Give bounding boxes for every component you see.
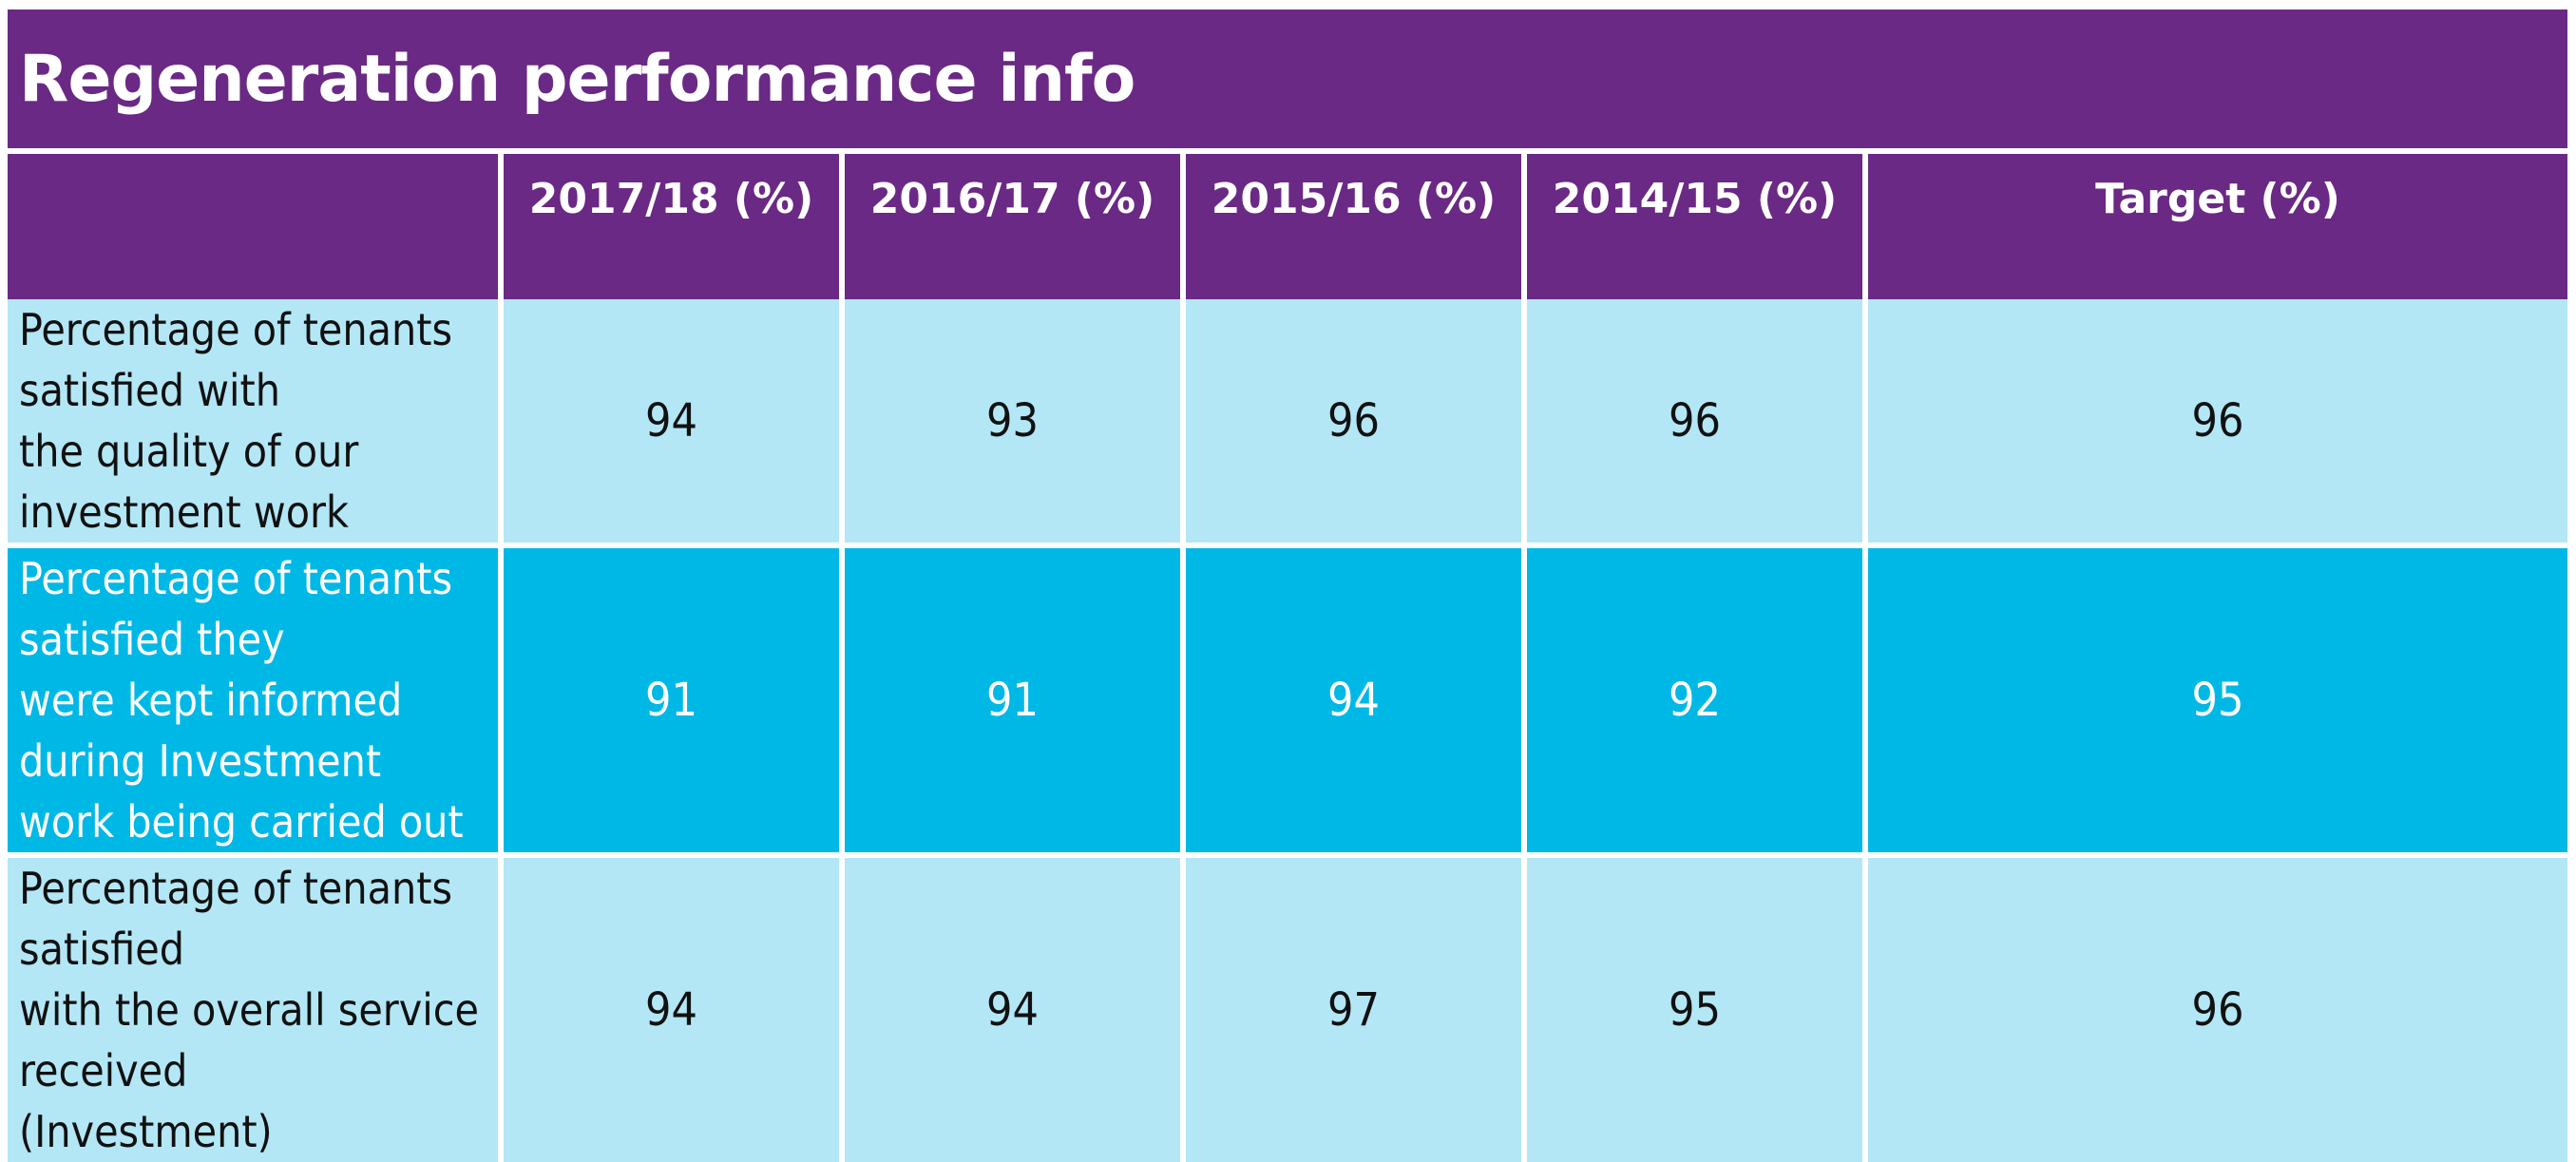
value-cell: 95 bbox=[1527, 858, 1868, 1162]
performance-table-panel: Regeneration performance info 2017/18 (%… bbox=[8, 10, 2567, 1162]
performance-table: 2017/18 (%) 2016/17 (%) 2015/16 (%) 2014… bbox=[8, 154, 2567, 1162]
row-label-line: Percentage of tenants satisfied with bbox=[19, 304, 453, 416]
row-label: Percentage of tenants satisfied they were… bbox=[8, 548, 504, 858]
header-cell-2014-15: 2014/15 (%) bbox=[1527, 154, 1868, 299]
table-row: Percentage of tenants satisfied with the … bbox=[8, 858, 2567, 1162]
value-cell: 94 bbox=[504, 299, 845, 548]
value-cell: 94 bbox=[845, 858, 1186, 1162]
row-label-line: (Investment) bbox=[19, 1106, 273, 1157]
value-cell: 94 bbox=[504, 858, 845, 1162]
row-label-line: Percentage of tenants satisfied bbox=[19, 863, 453, 975]
value-cell: 91 bbox=[504, 548, 845, 858]
value-cell: 92 bbox=[1527, 548, 1868, 858]
value-cell: 96 bbox=[1868, 858, 2567, 1162]
header-cell-target: Target (%) bbox=[1868, 154, 2567, 299]
value-cell: 93 bbox=[845, 299, 1186, 548]
value-cell: 96 bbox=[1527, 299, 1868, 548]
value-cell: 97 bbox=[1186, 858, 1527, 1162]
row-label-line: with the overall service received bbox=[19, 984, 480, 1096]
header-cell-2015-16: 2015/16 (%) bbox=[1186, 154, 1527, 299]
value-cell: 91 bbox=[845, 548, 1186, 858]
table-row: Percentage of tenants satisfied they were… bbox=[8, 548, 2567, 858]
header-cell-2016-17: 2016/17 (%) bbox=[845, 154, 1186, 299]
row-label: Percentage of tenants satisfied with the … bbox=[8, 858, 504, 1162]
row-label-line: work being carried out bbox=[19, 796, 464, 848]
table-row: Percentage of tenants satisfied with the … bbox=[8, 299, 2567, 548]
row-label-line: Percentage of tenants satisfied they bbox=[19, 553, 453, 665]
value-cell: 94 bbox=[1186, 548, 1527, 858]
table-title: Regeneration performance info bbox=[19, 41, 1135, 117]
value-cell: 96 bbox=[1868, 299, 2567, 548]
row-label-line: were kept informed during Investment bbox=[19, 675, 403, 787]
value-cell: 96 bbox=[1186, 299, 1527, 548]
header-cell-label bbox=[8, 154, 504, 299]
row-label-line: the quality of our investment work bbox=[19, 426, 359, 538]
title-bar: Regeneration performance info bbox=[8, 10, 2567, 148]
header-row: 2017/18 (%) 2016/17 (%) 2015/16 (%) 2014… bbox=[8, 154, 2567, 299]
header-cell-2017-18: 2017/18 (%) bbox=[504, 154, 845, 299]
row-label: Percentage of tenants satisfied with the … bbox=[8, 299, 504, 548]
value-cell: 95 bbox=[1868, 548, 2567, 858]
